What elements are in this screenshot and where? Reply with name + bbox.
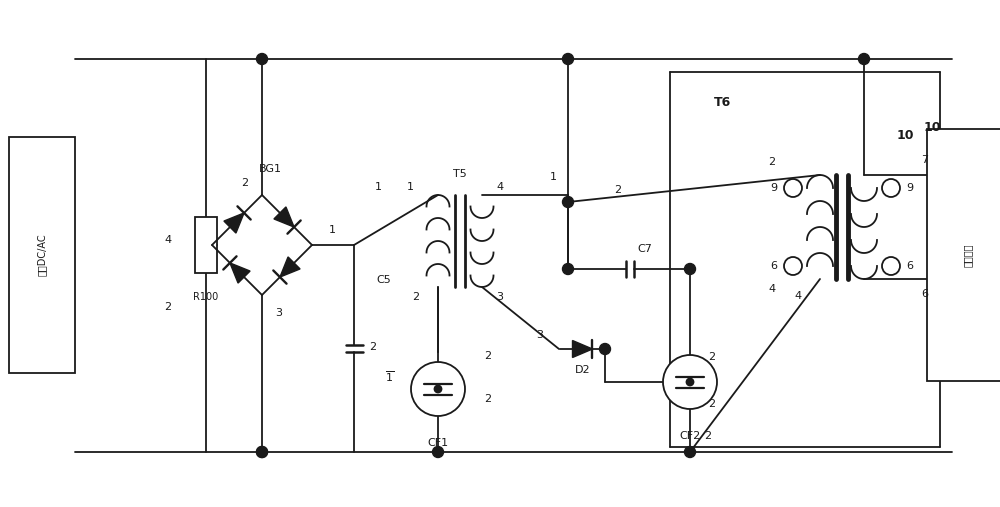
Circle shape <box>858 54 870 64</box>
Text: 2: 2 <box>484 351 492 361</box>
Text: 2: 2 <box>241 178 249 188</box>
Circle shape <box>663 355 717 409</box>
Circle shape <box>562 54 574 64</box>
Text: 2: 2 <box>768 157 776 167</box>
Circle shape <box>784 179 802 197</box>
Polygon shape <box>230 263 250 283</box>
Text: 4: 4 <box>164 235 172 245</box>
Polygon shape <box>274 207 294 227</box>
Text: 4: 4 <box>496 182 504 192</box>
Bar <box>927 129 1000 381</box>
Circle shape <box>256 54 268 64</box>
Circle shape <box>411 362 465 416</box>
Circle shape <box>882 257 900 275</box>
Bar <box>9 137 75 373</box>
Text: 2: 2 <box>369 342 377 352</box>
Text: 6: 6 <box>770 261 777 271</box>
Circle shape <box>686 379 694 385</box>
Text: C5: C5 <box>376 275 391 285</box>
Text: 6: 6 <box>907 261 914 271</box>
Text: 来自DC/AC: 来自DC/AC <box>37 234 47 276</box>
Text: $\overline{1}$: $\overline{1}$ <box>385 370 395 384</box>
Text: 金卙就灯: 金卙就灯 <box>963 243 973 267</box>
Circle shape <box>256 447 268 457</box>
Circle shape <box>600 344 610 354</box>
Circle shape <box>684 447 696 457</box>
Text: 1: 1 <box>549 172 556 182</box>
Circle shape <box>562 264 574 274</box>
Text: C7: C7 <box>638 244 652 254</box>
Circle shape <box>562 197 574 207</box>
Text: 10: 10 <box>896 128 914 141</box>
Polygon shape <box>280 257 300 277</box>
Text: CF2: CF2 <box>679 431 701 441</box>
Text: D2: D2 <box>575 365 590 375</box>
Circle shape <box>434 385 442 392</box>
Text: 2: 2 <box>708 399 716 409</box>
Text: 4: 4 <box>768 284 776 294</box>
Circle shape <box>684 264 696 274</box>
Circle shape <box>256 447 268 457</box>
Circle shape <box>882 179 900 197</box>
Text: 3: 3 <box>276 308 283 318</box>
Polygon shape <box>572 341 592 357</box>
Text: 3: 3 <box>496 292 503 302</box>
Text: 2: 2 <box>708 352 716 362</box>
Bar <box>195 218 217 272</box>
Polygon shape <box>224 213 244 233</box>
Text: 9: 9 <box>770 183 778 193</box>
Text: 2: 2 <box>484 394 492 404</box>
Text: 9: 9 <box>906 183 914 193</box>
Text: 7: 7 <box>921 155 929 165</box>
Text: 1: 1 <box>406 182 414 192</box>
Text: 1: 1 <box>374 182 382 192</box>
Text: 3: 3 <box>536 330 544 340</box>
Text: 2: 2 <box>704 431 712 441</box>
Text: T6: T6 <box>713 95 731 108</box>
Text: T5: T5 <box>453 169 467 179</box>
Text: 2: 2 <box>614 185 622 195</box>
Circle shape <box>432 447 444 457</box>
Text: 2: 2 <box>164 302 172 312</box>
Text: 10: 10 <box>923 121 941 133</box>
Text: 1: 1 <box>328 225 336 235</box>
Text: 2: 2 <box>412 292 420 302</box>
Text: 4: 4 <box>794 291 802 301</box>
Text: R100: R100 <box>193 292 219 302</box>
Text: 6: 6 <box>922 289 928 299</box>
Circle shape <box>784 257 802 275</box>
Text: BG1: BG1 <box>258 164 282 174</box>
Text: CF1: CF1 <box>427 438 449 448</box>
